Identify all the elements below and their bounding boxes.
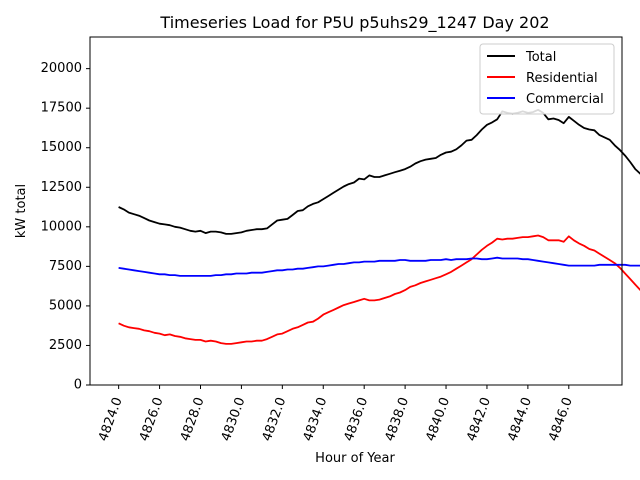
plot-area-frame [89,36,623,386]
legend: Total Residential Commercial [479,43,615,115]
series-line-residential [118,234,640,345]
y-tick-label: 15000 [41,140,82,155]
x-axis-label: Hour of Year [315,451,395,466]
y-axis: 0 2500 5000 7500 10000 12500 15000 17500 20000 [41,61,90,393]
y-tick-label: 2500 [49,338,82,353]
y-tick-label: 12500 [41,180,82,195]
y-tick-label: 17500 [41,101,82,116]
y-axis-label: kW total [14,184,29,238]
y-tick-label: 5000 [49,298,82,313]
series-line-commercial [118,256,640,277]
y-tick-label: 0 [74,378,82,393]
chart-title: Timeseries Load for P5U p5uhs29_1247 Day… [159,13,549,33]
y-tick-label: 7500 [49,259,82,274]
legend-label-residential: Residential [526,71,598,86]
legend-label-commercial: Commercial [526,92,604,107]
legend-box [479,43,615,115]
legend-label-total: Total [525,50,556,65]
y-tick-label: 10000 [41,219,82,234]
series-lines [118,108,640,345]
y-tick-label: 20000 [41,61,82,76]
series-line-total [118,108,640,235]
